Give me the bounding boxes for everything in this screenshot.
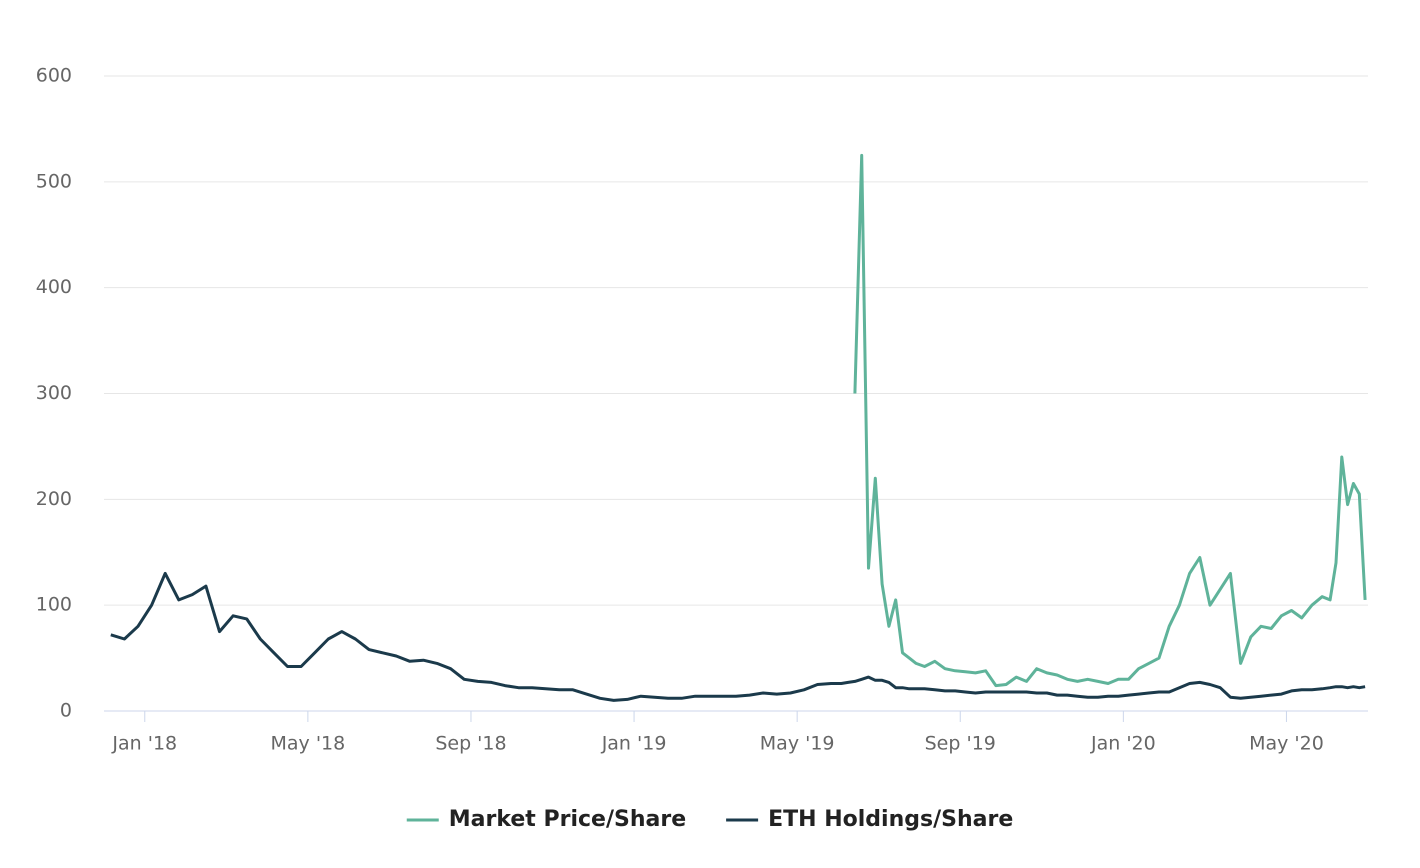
series-line [110,571,1366,702]
y-tick-label: 100 [36,594,72,616]
x-tick-label: May '18 [271,733,346,755]
y-tick-label: 200 [36,488,72,510]
y-tick-label: 0 [60,700,72,722]
y-tick-label: 400 [36,276,72,298]
x-tick-label: May '20 [1249,733,1324,755]
x-tick-label: Jan '18 [111,733,177,755]
series-line [853,153,1367,688]
x-tick-label: Jan '19 [601,733,667,755]
legend: Market Price/Share ETH Holdings/Share [406,807,1013,832]
x-tick-label: May '19 [760,733,835,755]
y-tick-label: 600 [36,65,72,87]
x-tick-label: Sep '18 [435,733,506,755]
x-tick-label: Jan '20 [1090,733,1156,755]
x-tick-label: Sep '19 [925,733,996,755]
legend-label: Market Price/Share [449,807,686,832]
legend-label: ETH Holdings/Share [768,807,1013,832]
y-tick-label: 500 [36,170,72,192]
y-tick-label: 300 [36,382,72,404]
